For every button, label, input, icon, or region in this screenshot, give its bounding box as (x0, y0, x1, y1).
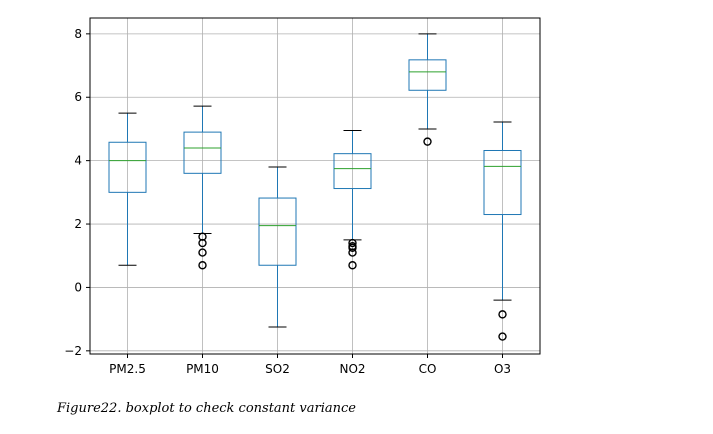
x-tick-label: O3 (494, 362, 511, 376)
outlier-point (348, 261, 357, 270)
outlier-point (348, 238, 357, 248)
y-tick-label: 6 (74, 90, 82, 104)
outlier-point (198, 261, 207, 270)
outlier-point (498, 310, 507, 319)
box-co (408, 59, 447, 91)
box-o3 (483, 149, 522, 216)
x-tick-label: SO2 (265, 362, 290, 376)
x-tick-label: NO2 (339, 362, 365, 376)
figure-caption: Figure22. boxplot to check constant vari… (57, 401, 356, 416)
outlier-point (498, 332, 507, 341)
plot-frame (89, 17, 541, 355)
y-tick-label: −2 (64, 344, 82, 358)
axis-layer: −2 0 2 4 6 8 PM2.5 PM10 SO2 NO2 CO O3 (64, 27, 511, 376)
y-tick-label: 2 (74, 217, 82, 231)
y-tick-label: 0 (74, 280, 82, 294)
outlier-point (423, 137, 432, 146)
x-tick-label: PM10 (186, 362, 219, 376)
box-pm10 (183, 131, 222, 174)
outlier-point (348, 243, 357, 253)
outlier-point (198, 248, 207, 257)
grid-lines (90, 18, 540, 354)
outlier-point (198, 238, 207, 248)
y-tick-label: 4 (74, 154, 82, 168)
outlier-point (348, 248, 357, 257)
box-pm25 (108, 141, 147, 193)
box-no2 (333, 153, 372, 190)
x-tick-label: CO (419, 362, 437, 376)
y-tick-label: 8 (74, 27, 82, 41)
x-tick-label: PM2.5 (109, 362, 146, 376)
box-layer (108, 33, 522, 341)
box-so2 (258, 197, 297, 266)
boxplot-chart: −2 0 2 4 6 8 PM2.5 PM10 SO2 NO2 CO O3 (64, 17, 541, 376)
